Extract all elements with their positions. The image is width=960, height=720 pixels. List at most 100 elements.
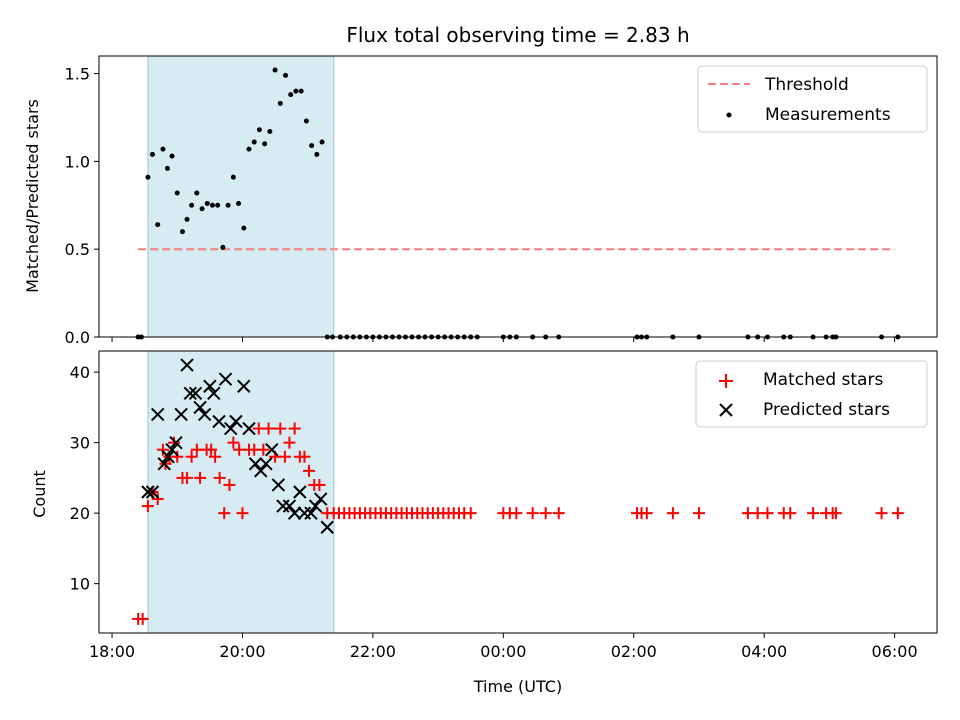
matched-point <box>313 478 326 491</box>
matched-point <box>510 507 523 520</box>
measurement-point <box>199 206 205 212</box>
predicted-point <box>320 520 334 534</box>
measurements-legend-label: Measurements <box>765 105 891 125</box>
matched-point <box>640 507 653 520</box>
measurements-legend-marker <box>726 112 732 118</box>
matched-point <box>552 507 565 520</box>
predicted-point <box>183 386 198 401</box>
predicted-point <box>242 421 256 436</box>
counts-y-axis-label: Count <box>30 470 49 518</box>
counts-observing-window <box>147 350 335 634</box>
ratio-y-tick-label: 1.5 <box>65 65 90 84</box>
matched-point <box>302 464 315 477</box>
predicted-point <box>237 379 251 393</box>
matched-point <box>141 500 154 513</box>
measurement-point <box>272 67 278 73</box>
x-tick-label: 22:00 <box>350 642 396 661</box>
predicted-point <box>145 485 160 499</box>
ratio-y-axis-label: Matched/Predicted stars <box>23 99 42 293</box>
measurement-point <box>194 190 200 196</box>
matched-point <box>692 507 705 520</box>
measurement-point <box>309 143 315 149</box>
predicted-point <box>193 400 207 415</box>
predicted-point <box>188 386 203 401</box>
predicted-point <box>174 407 188 422</box>
matched-point <box>298 450 311 463</box>
matched-point <box>218 507 231 520</box>
measurement-point <box>169 153 175 159</box>
measurement-point <box>179 229 185 235</box>
matched-point <box>223 478 236 491</box>
matched-point <box>761 507 774 520</box>
predicted-point <box>150 407 165 422</box>
matched-point <box>807 507 820 520</box>
measurement-point <box>298 88 304 94</box>
matched-legend-marker <box>719 374 733 388</box>
matched-point <box>213 471 226 484</box>
measurement-point <box>283 72 289 78</box>
matched-point <box>283 436 296 449</box>
matched-point <box>891 507 904 520</box>
measurement-point <box>314 151 320 157</box>
predicted-point <box>314 492 328 506</box>
ratio-observing-window <box>147 55 335 338</box>
predicted-point <box>218 372 233 386</box>
matched-point <box>227 436 240 449</box>
matched-point <box>784 507 797 520</box>
matched-point <box>539 507 552 520</box>
x-tick-label: 18:00 <box>89 642 135 661</box>
ratio-legend-box <box>697 65 928 133</box>
predicted-point <box>212 414 226 429</box>
matched-point <box>526 507 539 520</box>
x-tick-label: 20:00 <box>219 642 265 661</box>
matched-point <box>257 443 270 456</box>
matched-point <box>274 422 287 435</box>
measurement-point <box>209 202 215 208</box>
predicted-point <box>180 358 194 372</box>
predicted-point <box>308 499 323 513</box>
measurement-point <box>160 146 166 152</box>
predicted-point <box>276 499 290 513</box>
predicted-point <box>157 457 171 471</box>
counts-y-tick-label: 30 <box>70 434 90 453</box>
matched-point <box>136 612 149 625</box>
measurement-point <box>204 201 210 207</box>
matched-point <box>151 493 164 506</box>
predicted-legend-label: Predicted stars <box>763 400 890 420</box>
measurement-point <box>164 165 170 171</box>
measurement-point <box>288 92 294 98</box>
predicted-legend-marker <box>719 403 733 417</box>
ratio-legend: Threshold Measurements <box>697 65 928 133</box>
predicted-point <box>229 414 243 429</box>
matched-point <box>236 507 249 520</box>
measurement-point <box>277 100 283 106</box>
counts-y-tick-label: 10 <box>70 575 90 594</box>
measurement-point <box>174 190 180 196</box>
measurement-point <box>293 88 299 94</box>
counts-legend-box <box>695 360 928 428</box>
measurement-point <box>184 216 190 222</box>
predicted-point <box>293 485 307 499</box>
ratio-y-tick-label: 0.5 <box>65 240 90 259</box>
matched-point <box>262 422 275 435</box>
measurement-point <box>145 174 151 180</box>
matched-point <box>194 471 207 484</box>
predicted-point <box>141 485 155 499</box>
measurement-point <box>149 151 155 157</box>
ratio-y-tick-label: 1.0 <box>65 152 90 171</box>
matched-point <box>156 443 169 456</box>
measurement-point <box>155 222 161 228</box>
predicted-point <box>259 457 273 471</box>
panel-ratio: 0.0 0.5 1.0 1.5 Matched/Predicted stars Thr… <box>23 55 938 347</box>
x-tick-label: 00:00 <box>480 642 526 661</box>
panel-ratio-frame <box>98 55 938 338</box>
counts-legend: Matched stars Predicted stars <box>695 360 928 428</box>
ratio-y-tick-label: 0.0 <box>65 328 90 347</box>
predicted-point <box>297 506 312 520</box>
measurement-point <box>267 129 273 135</box>
matched-point <box>181 471 194 484</box>
predicted-point <box>287 506 302 520</box>
panel-counts: 10 20 30 40 18:00 20:00 22:00 00:00 02:00 04:00 0… <box>30 350 938 696</box>
measurement-point <box>230 174 236 180</box>
